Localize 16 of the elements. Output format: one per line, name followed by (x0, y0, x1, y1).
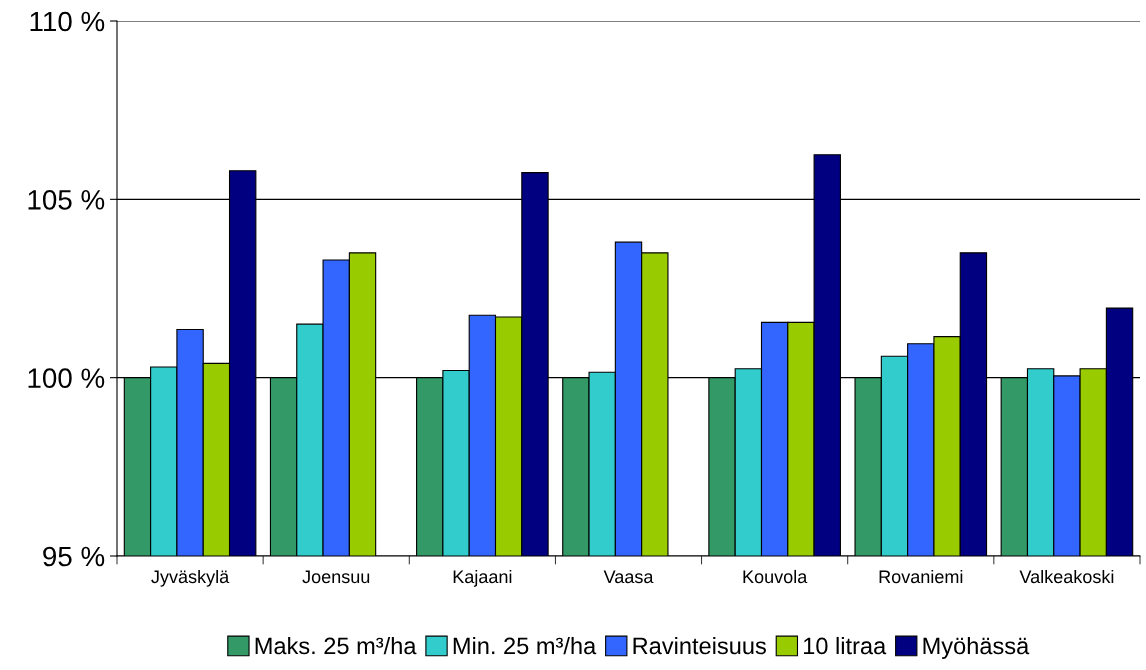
legend-label: Ravinteisuus (633, 636, 766, 655)
x-tick-label: Kouvola (743, 569, 808, 584)
legend-label: 10 litraa (804, 636, 887, 655)
y-tick-label: 100 % (28, 368, 105, 389)
y-tick-label: 105 % (28, 190, 105, 210)
y-tick-label: 95 % (43, 546, 105, 567)
x-tick-label: Jyväskylä (151, 569, 230, 587)
x-tick-label: Valkeakoski (1019, 569, 1114, 584)
x-tick-label: Vaasa (603, 570, 654, 584)
x-tick-label: Kajaani (453, 569, 512, 587)
legend-label: Maks. 25 m³/ha (255, 636, 417, 655)
x-tick-label: Rovaniemi (879, 569, 963, 584)
legend-label: Min. 25 m³/ha (453, 636, 597, 655)
y-tick-label: 110 % (30, 11, 105, 32)
legend-label: Myöhässä (923, 636, 1030, 659)
x-tick-label: Joensuu (302, 570, 370, 584)
